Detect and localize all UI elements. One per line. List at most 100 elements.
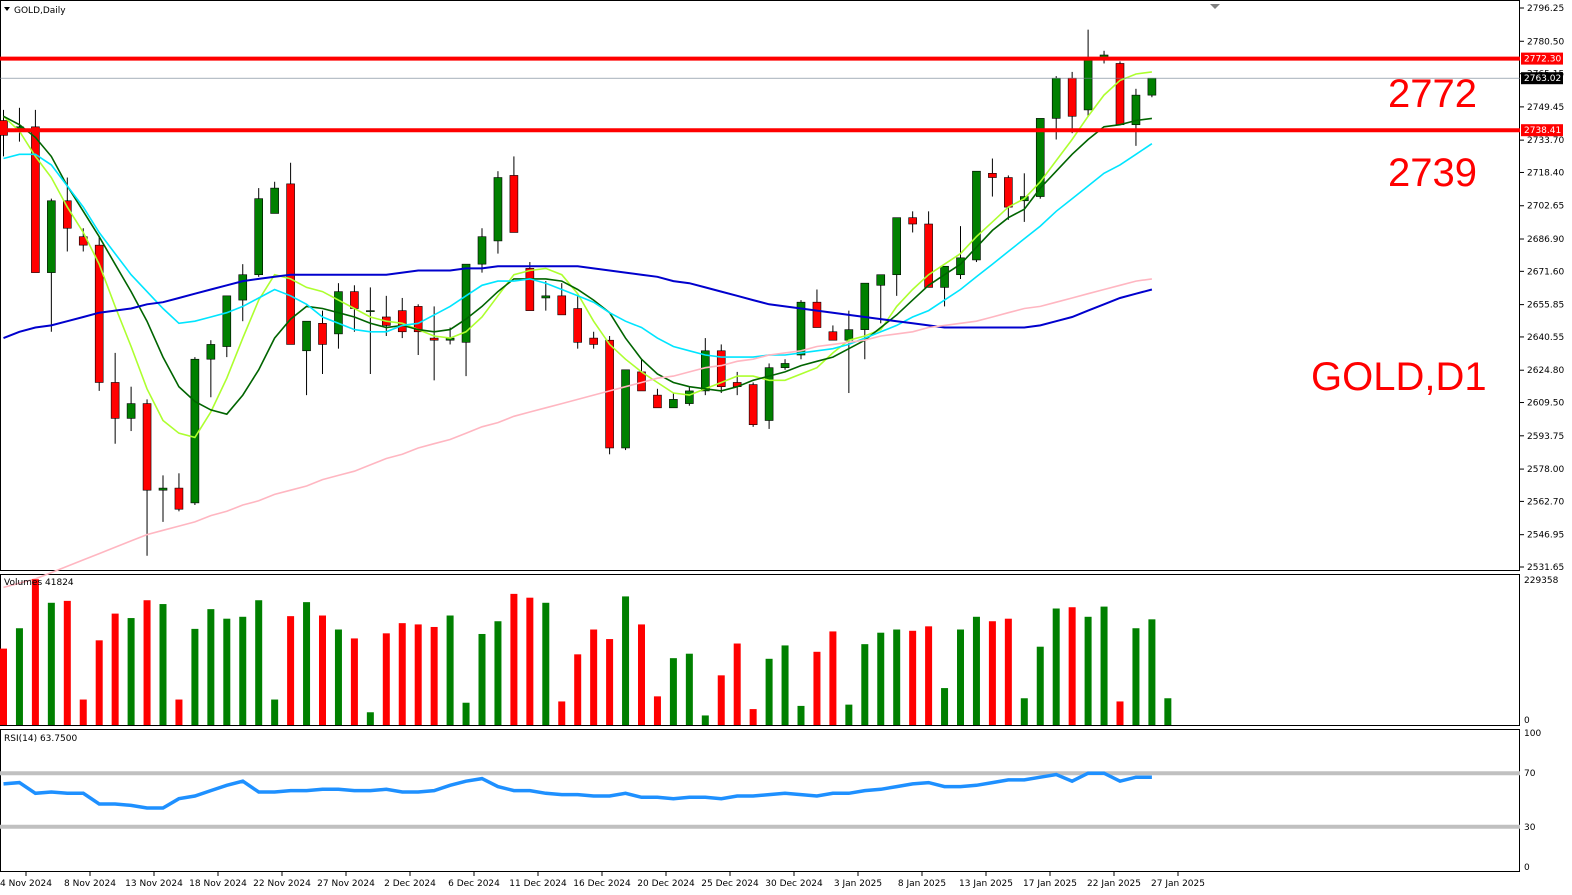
volume-bar bbox=[749, 709, 757, 725]
candle-bear bbox=[413, 306, 423, 333]
chart-shift-marker[interactable] bbox=[1210, 4, 1220, 9]
candle-bull bbox=[700, 350, 710, 392]
time-tick-label: 2 Dec 2024 bbox=[384, 879, 436, 889]
candle-bear bbox=[828, 331, 838, 341]
volume-bar bbox=[255, 600, 263, 725]
volume-bar bbox=[669, 658, 677, 725]
volume-bar bbox=[685, 653, 693, 725]
volume-bar bbox=[925, 626, 933, 725]
time-tick-label: 16 Dec 2024 bbox=[573, 879, 631, 889]
time-tick-label: 3 Jan 2025 bbox=[834, 879, 882, 889]
volume-bar bbox=[733, 643, 741, 725]
volume-bar bbox=[382, 633, 390, 725]
volume-bar bbox=[1036, 646, 1044, 725]
candle-bull bbox=[1131, 94, 1141, 126]
volume-bar bbox=[0, 648, 7, 725]
volume-bar bbox=[701, 715, 709, 725]
candle-bull bbox=[1147, 77, 1157, 96]
price-axis[interactable]: 2796.252780.502765.152749.452733.702718.… bbox=[1520, 4, 1564, 573]
price-tick-label: 2562.70 bbox=[1527, 497, 1564, 507]
volume-bar bbox=[638, 624, 645, 725]
rsi-label: RSI(14) 63.7500 bbox=[4, 734, 77, 744]
price-tick-label: 2671.60 bbox=[1527, 267, 1564, 277]
candle-bear bbox=[812, 301, 822, 328]
volume-bar bbox=[462, 702, 470, 725]
time-tick-label: 18 Nov 2024 bbox=[189, 879, 247, 889]
volume-bar bbox=[653, 696, 661, 725]
time-tick-label: 20 Dec 2024 bbox=[637, 879, 695, 889]
price-tick-label: 2624.80 bbox=[1527, 366, 1564, 376]
volume-bar bbox=[606, 639, 614, 725]
time-tick-label: 6 Dec 2024 bbox=[448, 879, 500, 889]
candle-bear bbox=[716, 350, 726, 387]
volume-bar bbox=[957, 629, 964, 725]
symbol-dropdown-icon[interactable] bbox=[4, 7, 10, 11]
candle-bull bbox=[685, 390, 694, 404]
volume-bar bbox=[63, 600, 71, 725]
time-tick-label: 22 Jan 2025 bbox=[1087, 879, 1141, 889]
volume-bar bbox=[223, 618, 231, 725]
candle-bear bbox=[605, 339, 614, 449]
candle-bull bbox=[366, 310, 375, 312]
volume-bar bbox=[366, 712, 374, 725]
chart-tag-annotation: GOLD,D1 bbox=[1311, 355, 1487, 399]
candle-bear bbox=[174, 487, 184, 510]
volume-bar bbox=[287, 616, 295, 725]
candle-bear bbox=[0, 120, 8, 136]
volume-bar bbox=[334, 629, 342, 725]
rsi-pane bbox=[0, 729, 1520, 872]
volume-bar bbox=[1084, 616, 1092, 725]
volume-bar bbox=[988, 621, 996, 725]
price-tick-label: 2546.95 bbox=[1527, 531, 1564, 541]
volume-bar bbox=[765, 658, 773, 725]
candle-bear bbox=[429, 337, 439, 341]
candle-bear bbox=[31, 126, 40, 273]
volume-bar bbox=[1148, 619, 1156, 725]
candle-bear bbox=[557, 295, 567, 316]
volume-bar bbox=[845, 704, 853, 725]
volume-bar bbox=[1068, 607, 1076, 725]
volume-bar bbox=[1004, 618, 1012, 725]
rsi-tick-label: 0 bbox=[1524, 863, 1530, 873]
time-tick-label: 13 Jan 2025 bbox=[959, 879, 1013, 889]
volume-bar bbox=[79, 699, 87, 725]
candle-bear bbox=[62, 200, 72, 229]
candle-bull bbox=[669, 399, 678, 409]
price-tick-label: 2578.00 bbox=[1527, 465, 1564, 475]
candle-bear bbox=[573, 308, 583, 343]
candle-bear bbox=[1115, 63, 1125, 126]
volume-bar bbox=[175, 699, 183, 725]
time-tick-label: 27 Nov 2024 bbox=[317, 879, 375, 889]
candle-bear bbox=[748, 384, 758, 426]
volume-bar bbox=[398, 623, 406, 725]
candle-bear bbox=[924, 223, 933, 288]
candle-bull bbox=[541, 295, 551, 299]
candle-bull bbox=[222, 295, 232, 347]
volume-bar bbox=[574, 654, 582, 725]
volume-bar bbox=[207, 609, 215, 725]
candle-bear bbox=[318, 323, 327, 345]
volume-bar bbox=[15, 628, 23, 725]
candle-bear bbox=[1004, 177, 1013, 208]
candles-layer bbox=[0, 29, 1157, 556]
candle-bear bbox=[988, 173, 997, 178]
volume-bar bbox=[31, 579, 39, 725]
ma-cyan-line bbox=[3, 143, 1153, 358]
time-axis[interactable]: 4 Nov 2024 8 Nov 2024 13 Nov 2024 18 Nov 20… bbox=[0, 872, 1205, 889]
rsi-tick-label: 100 bbox=[1524, 729, 1541, 739]
price-tag-label: 2772.30 bbox=[1524, 55, 1561, 65]
candle-bull bbox=[876, 274, 886, 286]
time-tick-label: 11 Dec 2024 bbox=[509, 879, 567, 889]
candle-bull bbox=[126, 403, 136, 419]
time-tick-label: 8 Nov 2024 bbox=[64, 879, 116, 889]
symbol-label: GOLD,Daily bbox=[14, 6, 66, 16]
candle-bull bbox=[1051, 77, 1061, 119]
volumes-label: Volumes 41824 bbox=[4, 578, 74, 588]
rsi-tick-label: 70 bbox=[1524, 769, 1536, 779]
candle-bull bbox=[621, 369, 630, 449]
volume-bar bbox=[781, 645, 789, 725]
time-tick-label: 13 Nov 2024 bbox=[125, 879, 183, 889]
volume-bar bbox=[1100, 606, 1108, 725]
time-tick-label: 8 Jan 2025 bbox=[898, 879, 946, 889]
